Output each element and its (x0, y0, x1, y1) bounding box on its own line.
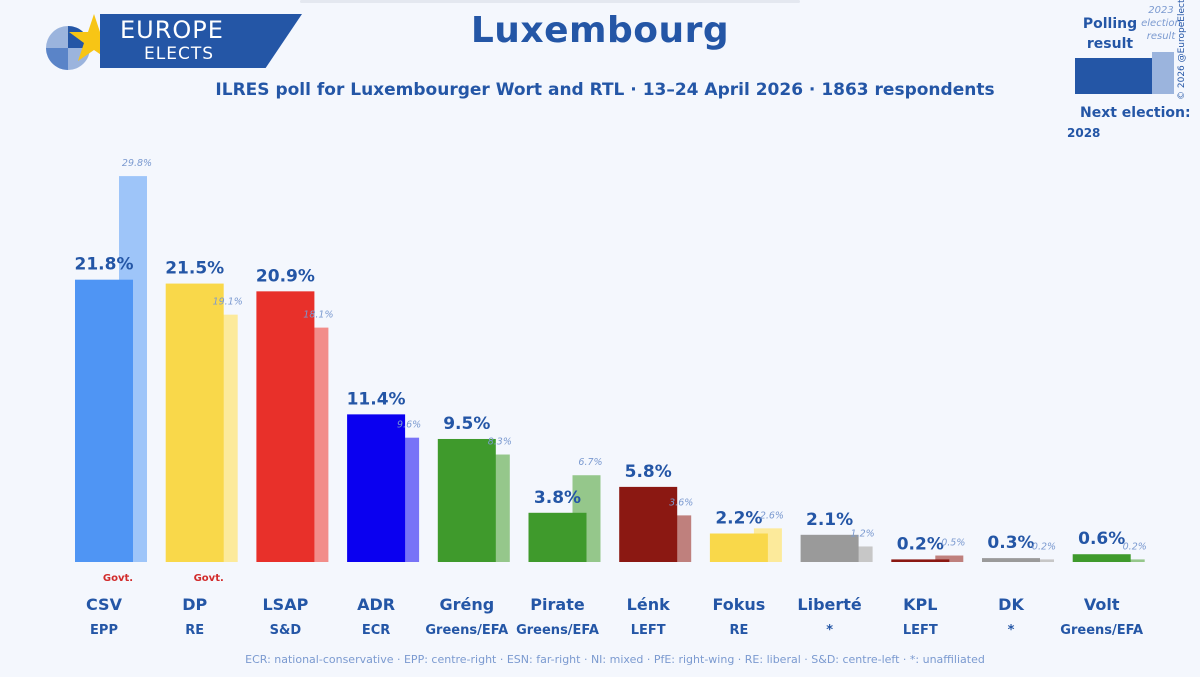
bar-poll-value: 2.2% (715, 509, 762, 529)
bar-poll-value: 3.8% (534, 488, 581, 508)
group-label: RE (729, 623, 748, 638)
group-label: LEFT (631, 623, 666, 638)
party-label: Liberté (797, 595, 862, 614)
bar-poll (75, 279, 133, 562)
bar-poll (982, 558, 1040, 562)
group-label: * (1008, 623, 1015, 638)
govt-note: Govt. (103, 573, 133, 584)
group-label: Greens/EFA (425, 623, 508, 638)
bar-poll-value: 21.8% (75, 255, 134, 275)
bar-poll-value: 21.5% (165, 259, 224, 279)
logo-emblem-icon (46, 14, 119, 70)
logo-banner (100, 14, 302, 68)
europe-elects-logo[interactable]: EUROPE ELECTS (28, 14, 302, 70)
bar-previous-value: 2.6% (760, 510, 784, 521)
bar-poll-value: 0.3% (987, 533, 1034, 553)
bar-poll-value: 20.9% (256, 266, 315, 286)
legend-polling-swatch (1075, 58, 1152, 94)
bar-poll (1072, 554, 1131, 562)
bar-previous-value: 29.8% (122, 158, 152, 169)
bar-previous-value: 18.1% (303, 310, 333, 321)
bar-poll-value: 5.8% (625, 462, 672, 482)
logo-text-line2: ELECTS (144, 44, 214, 64)
party-label: LSAP (262, 595, 308, 614)
group-legend-footer: ECR: national-conservative · EPP: centre… (245, 653, 985, 666)
legend-previous-label: 2023 election result (1141, 5, 1181, 42)
bar-previous-value: 1.2% (851, 528, 875, 539)
party-label: CSV (86, 595, 123, 614)
chart-subtitle: ILRES poll for Luxembourger Wort and RTL… (215, 80, 995, 100)
group-label: EPP (90, 623, 118, 638)
group-label: ECR (362, 623, 390, 638)
group-label: LEFT (903, 623, 938, 638)
party-label: KPL (903, 595, 937, 614)
bar-poll (437, 438, 496, 562)
group-label: S&D (270, 623, 302, 638)
bar-poll-value: 0.2% (897, 534, 944, 554)
bar-previous (935, 555, 964, 562)
logo-text-line1: EUROPE (120, 16, 224, 44)
group-label: RE (185, 623, 204, 638)
bar-poll-value: 11.4% (347, 389, 406, 409)
bar-poll (709, 533, 768, 562)
legend-previous-swatch (1152, 52, 1174, 94)
bar-poll (347, 414, 406, 562)
chart-title: Luxembourg (470, 10, 730, 51)
party-label: ADR (357, 595, 395, 614)
bar-poll (891, 559, 950, 562)
bar-previous-value: 0.5% (941, 538, 965, 549)
bar-poll (165, 283, 224, 562)
bar-previous-value: 6.7% (578, 457, 602, 468)
group-label: Greens/EFA (1060, 623, 1143, 638)
bar-poll (619, 486, 678, 562)
party-label: Pirate (530, 595, 585, 614)
party-label: DK (998, 595, 1024, 614)
legend-polling-label: Polling result (1082, 16, 1138, 52)
govt-note: Govt. (194, 573, 224, 584)
next-election-label: Next election: (1080, 105, 1191, 121)
party-label: Gréng (439, 595, 494, 614)
bar-poll-value: 0.6% (1078, 529, 1125, 549)
bar-previous-value: 9.6% (397, 420, 421, 431)
legend: Polling result 2023 election result (1060, 0, 1200, 150)
bar-poll-value: 9.5% (443, 414, 490, 434)
group-label: * (826, 623, 833, 638)
bar-previous-value: 3.6% (669, 497, 693, 508)
party-label: Volt (1084, 595, 1120, 614)
bar-previous-value: 0.2% (1123, 541, 1147, 552)
bar-poll (528, 512, 587, 562)
bar-poll (800, 534, 859, 562)
bar-poll-value: 2.1% (806, 510, 853, 530)
group-label: Greens/EFA (516, 623, 599, 638)
party-label: Fokus (712, 595, 765, 614)
party-label: Lénk (627, 595, 670, 614)
bar-previous-value: 19.1% (213, 297, 243, 308)
top-divider (300, 0, 800, 3)
next-election-year: 2028 (1067, 126, 1101, 140)
party-label: DP (182, 595, 207, 614)
bar-previous-value: 0.2% (1032, 541, 1056, 552)
bar-poll (256, 291, 315, 562)
bar-previous-value: 8.3% (488, 437, 512, 448)
